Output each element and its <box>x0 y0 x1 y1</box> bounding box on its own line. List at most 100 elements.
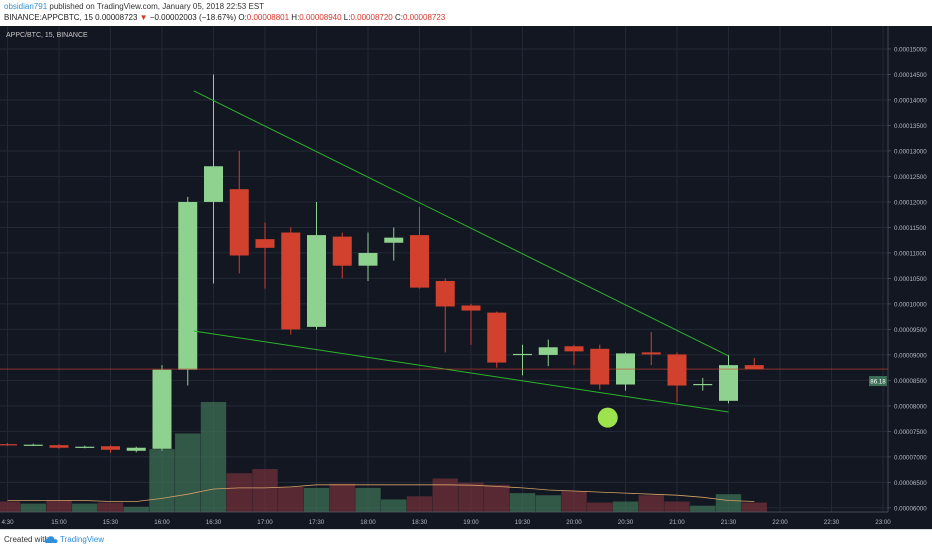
candle-body <box>384 237 404 243</box>
y-tick-label: 0.00007000 <box>894 454 927 461</box>
candle-body <box>410 235 429 288</box>
y-tick-label: 0.00010500 <box>894 276 927 283</box>
candle-body <box>564 346 584 352</box>
volume-bar <box>355 487 381 512</box>
volume-bar <box>46 500 72 512</box>
candle-body <box>49 445 69 448</box>
volume-ma-line <box>7 484 755 502</box>
volume-bar <box>561 491 587 512</box>
x-tick-label: 4:30 <box>1 519 14 526</box>
x-tick-label: 22:30 <box>824 519 840 526</box>
volume-bar <box>715 494 742 512</box>
author-link[interactable]: obsidian791 <box>4 2 48 11</box>
volume-label-box <box>869 376 887 387</box>
y-tick-label: 0.00009500 <box>894 327 927 334</box>
trendline <box>193 90 729 357</box>
created-with-text: Created with <box>4 535 49 544</box>
x-tick-label: 18:30 <box>412 519 428 526</box>
candle-body <box>204 166 223 202</box>
x-tick-label: 20:30 <box>618 519 634 526</box>
low-label: L: <box>343 13 351 22</box>
volume-bar <box>664 501 690 512</box>
candle-body <box>152 369 172 449</box>
x-tick-label: 23:00 <box>875 519 891 526</box>
candle-body <box>23 444 43 446</box>
candle-body <box>75 446 95 448</box>
x-tick-label: 17:00 <box>257 519 273 526</box>
volume-bar <box>200 402 227 512</box>
x-tick-label: 19:00 <box>463 519 479 526</box>
green-circle-marker <box>597 407 618 428</box>
volume-bar <box>72 503 98 512</box>
x-tick-label: 22:00 <box>772 519 788 526</box>
y-tick-label: 0.00007500 <box>894 429 927 436</box>
symbol-legend: APPC/BTC, 15, BINANCE <box>6 32 88 39</box>
candle-body <box>126 447 146 451</box>
candle-body <box>719 365 738 401</box>
candle-body <box>513 353 532 356</box>
candle-body <box>667 354 687 386</box>
volume-bar <box>741 502 767 512</box>
symbol-full: BINANCE:APPCBTC, 15 <box>4 13 93 22</box>
volume-bar <box>149 449 175 512</box>
tradingview-cloud-icon[interactable] <box>44 535 58 544</box>
candle-body <box>229 189 249 256</box>
volume-bar <box>432 478 458 512</box>
down-arrow-icon: ▼ <box>139 13 148 22</box>
candle-body <box>693 383 713 386</box>
candle-body <box>281 232 301 330</box>
candle-body <box>332 236 352 266</box>
volume-bar <box>458 482 484 512</box>
y-tick-label: 0.00011500 <box>894 225 927 232</box>
tradingview-brand[interactable]: TradingView <box>60 535 105 544</box>
y-tick-label: 0.00014000 <box>894 97 927 104</box>
candle-body <box>101 446 120 450</box>
volume-bar <box>278 486 304 512</box>
y-axis-panel <box>888 26 932 529</box>
x-tick-label: 20:00 <box>566 519 582 526</box>
change-value: −0.00002003 (−18.67%) <box>149 13 237 22</box>
volume-bar <box>535 495 561 512</box>
volume-bar <box>123 506 149 512</box>
volume-bar <box>175 433 201 512</box>
x-tick-label: 19:30 <box>515 519 531 526</box>
y-tick-label: 0.00015000 <box>894 46 927 53</box>
volume-bar <box>406 496 433 512</box>
candle-body <box>590 348 610 385</box>
publish-line: obsidian791 published on TradingView.com… <box>4 2 264 11</box>
volume-bar <box>226 473 252 512</box>
publish-info: published on TradingView.com, January 05… <box>47 2 265 11</box>
last-price: 0.00008723 <box>95 13 138 22</box>
candle-body <box>358 252 378 266</box>
y-tick-label: 0.00011000 <box>894 250 927 257</box>
y-tick-label: 0.00012500 <box>894 174 927 181</box>
high-label: H: <box>291 13 300 22</box>
volume-bar <box>587 502 613 512</box>
volume-bar <box>252 469 278 512</box>
chart-header: obsidian791 published on TradingView.com… <box>0 0 932 26</box>
x-tick-label: 21:30 <box>721 519 737 526</box>
volume-bar <box>612 501 639 512</box>
volume-bar <box>329 483 355 512</box>
y-tick-label: 0.00006000 <box>894 505 927 512</box>
open-value: 0.00008801 <box>246 13 290 22</box>
x-tick-label: 18:00 <box>360 519 376 526</box>
trendline <box>193 330 729 413</box>
candle-body <box>435 280 455 307</box>
x-tick-label: 15:00 <box>51 519 67 526</box>
low-value: 0.00008720 <box>350 13 393 22</box>
ohlc-line: BINANCE:APPCBTC, 15 0.00008723 ▼ −0.0000… <box>4 13 445 22</box>
y-tick-label: 0.00008000 <box>894 403 927 410</box>
candle-body <box>255 239 275 248</box>
candle-body <box>461 305 481 311</box>
y-tick-label: 0.00006500 <box>894 480 927 487</box>
volume-bar <box>509 493 536 512</box>
candle-body <box>538 347 558 355</box>
volume-bar <box>381 499 407 512</box>
x-tick-label: 21:00 <box>669 519 685 526</box>
candle-body <box>487 312 507 363</box>
volume-bar <box>0 501 21 512</box>
candle-body <box>0 444 17 446</box>
